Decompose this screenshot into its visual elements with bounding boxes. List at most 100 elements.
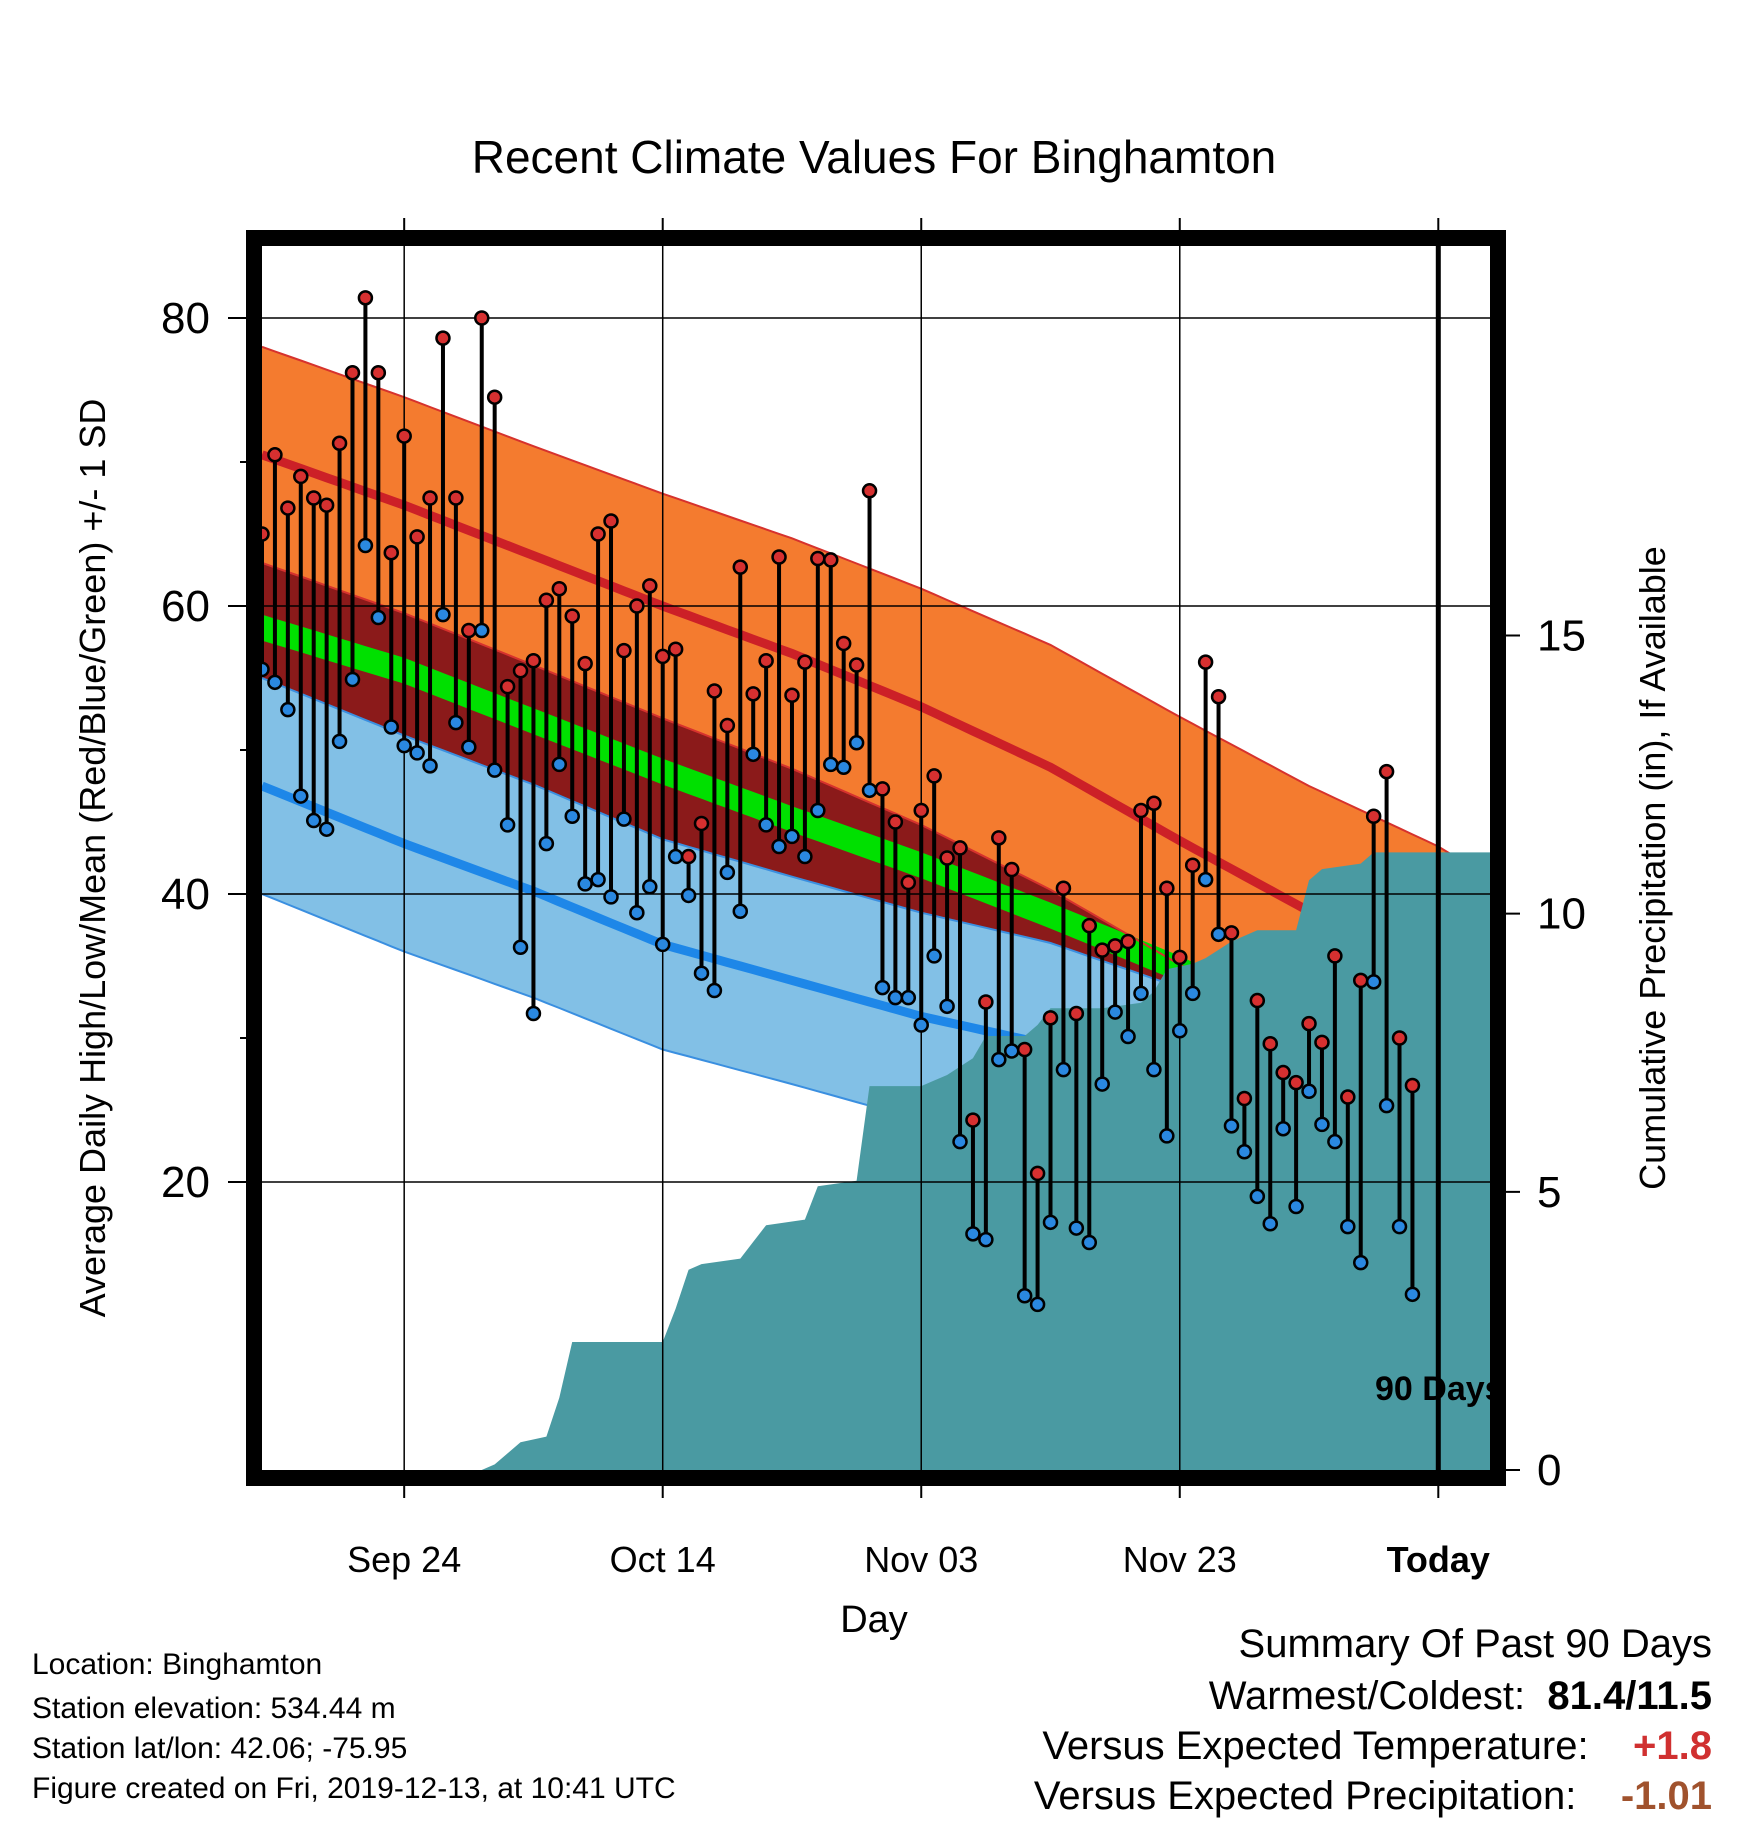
daily-low-point — [797, 848, 813, 865]
x-tick-label: Today — [1387, 1539, 1490, 1580]
daily-low-point — [318, 821, 335, 837]
summary-precip-row: Versus Expected Precipitation: -1.01 — [1034, 1774, 1712, 1819]
daily-low-point — [642, 879, 658, 895]
created-text: Figure created on Fri, 2019-12-13, at 10… — [32, 1772, 676, 1805]
daily-high-point — [1159, 880, 1175, 896]
daily-low-point — [1029, 1296, 1046, 1313]
daily-low-point — [1365, 974, 1382, 990]
daily-low-point — [512, 939, 529, 956]
daily-low-point — [1352, 1254, 1369, 1271]
daily-low-point — [616, 811, 632, 827]
daily-low-point — [939, 998, 955, 1015]
daily-low-point — [680, 887, 697, 904]
daily-high-point — [1003, 861, 1020, 878]
daily-low-point — [758, 817, 774, 833]
daily-low-point — [771, 838, 787, 855]
daily-high-point — [383, 544, 400, 561]
elevation-text: Station elevation: 534.44 m — [32, 1692, 396, 1725]
daily-high-point — [370, 364, 387, 381]
daily-low-point — [732, 903, 749, 920]
daily-high-point — [706, 683, 723, 699]
y2-tick-label: 0 — [1537, 1446, 1561, 1495]
daily-low-point — [784, 828, 800, 845]
daily-high-point — [1378, 763, 1395, 780]
daily-high-point — [1404, 1077, 1421, 1094]
daily-high-point — [810, 550, 826, 567]
daily-low-point — [551, 756, 568, 773]
daily-high-point — [435, 330, 451, 346]
daily-low-point — [1055, 1061, 1072, 1078]
daily-high-point — [331, 435, 348, 452]
daily-high-point — [422, 490, 438, 506]
daily-high-point — [1391, 1030, 1408, 1046]
daily-low-point — [1288, 1198, 1304, 1215]
daily-low-point — [719, 864, 736, 881]
daily-high-point — [280, 500, 296, 516]
daily-low-point — [965, 1226, 981, 1242]
daily-high-point — [1133, 802, 1149, 819]
daily-high-point — [1288, 1074, 1304, 1091]
daily-low-point — [1184, 985, 1201, 1002]
daily-low-point — [422, 758, 438, 774]
daily-high-point — [667, 641, 684, 657]
daily-high-point — [719, 717, 736, 734]
daily-high-point — [1236, 1090, 1253, 1107]
daily-low-point — [1236, 1144, 1253, 1160]
daily-high-point — [1223, 925, 1240, 941]
daily-high-point — [409, 529, 425, 545]
summary-warmest-row: Warmest/Coldest: 81.4/11.5 — [1209, 1674, 1712, 1719]
daily-low-point — [887, 989, 904, 1006]
daily-low-point — [267, 674, 283, 691]
daily-high-point — [538, 592, 555, 608]
daily-low-point — [1068, 1220, 1085, 1236]
x-tick-label: Nov 23 — [1123, 1539, 1237, 1580]
daily-low-point — [835, 759, 852, 776]
plot-area — [262, 246, 1490, 1470]
daily-high-point — [1249, 992, 1266, 1009]
summary-heading: Summary Of Past 90 Days — [1238, 1622, 1712, 1666]
daily-high-point — [991, 830, 1007, 846]
daily-low-point — [1249, 1188, 1266, 1205]
daily-low-point — [1275, 1120, 1291, 1137]
daily-high-point — [745, 686, 761, 702]
daily-high-point — [680, 848, 697, 865]
daily-low-point — [810, 802, 826, 819]
daily-low-point — [629, 904, 645, 921]
daily-high-point — [448, 490, 464, 506]
today-marker-label: 90 Days — [1375, 1370, 1504, 1408]
daily-high-point — [1275, 1064, 1291, 1081]
precip-area — [262, 852, 1490, 1470]
daily-low-point — [448, 714, 464, 731]
daily-high-point — [1340, 1089, 1356, 1105]
daily-high-point — [318, 497, 335, 513]
daily-low-point — [1197, 871, 1214, 888]
daily-high-point — [926, 768, 942, 784]
x-tick-label: Oct 14 — [610, 1539, 716, 1580]
daily-low-point — [357, 537, 374, 554]
high-sd-upper-edge — [262, 345, 1490, 880]
daily-low-point — [590, 871, 606, 888]
daily-low-point — [538, 835, 555, 852]
warmest-value: 81.4/11.5 — [1547, 1674, 1712, 1718]
daily-high-point — [1120, 933, 1136, 950]
daily-high-point — [551, 580, 568, 597]
y-tick-label: 60 — [161, 582, 210, 631]
daily-high-point — [1262, 1036, 1279, 1052]
mean-normal-band — [262, 614, 1490, 1131]
daily-low-point — [1016, 1288, 1033, 1304]
daily-low-point — [564, 808, 580, 824]
daily-low-point — [262, 661, 270, 678]
daily-high-point — [1029, 1165, 1046, 1182]
daily-high-point — [629, 598, 645, 614]
daily-low-point — [1133, 985, 1149, 1002]
daily-low-point — [1404, 1286, 1421, 1303]
precip-label: Versus Expected Precipitation: — [1033, 1774, 1577, 1818]
daily-low-point — [280, 701, 296, 718]
daily-high-point — [357, 290, 374, 306]
daily-low-point — [900, 989, 917, 1006]
daily-low-point — [823, 756, 839, 773]
daily-low-point — [1094, 1076, 1110, 1092]
daily-low-point — [952, 1133, 968, 1150]
daily-high-point — [525, 652, 542, 669]
y-tick-label: 40 — [161, 870, 210, 919]
